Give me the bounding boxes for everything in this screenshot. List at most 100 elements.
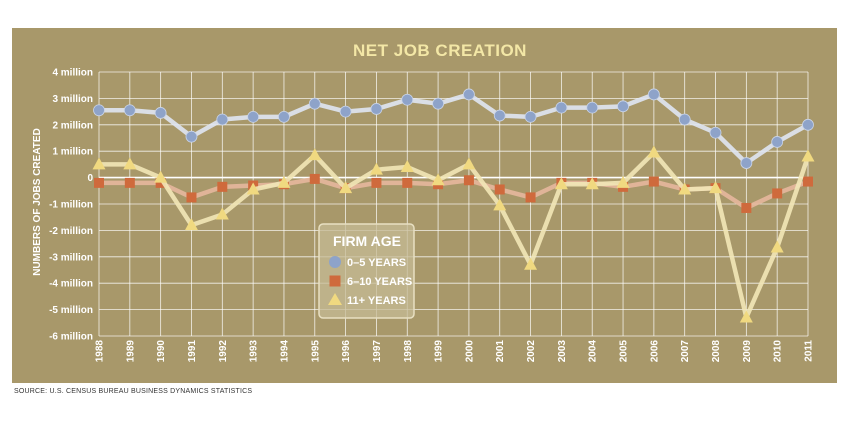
data-point	[771, 136, 784, 148]
data-point	[246, 182, 260, 195]
data-point	[370, 103, 383, 115]
legend-box	[318, 223, 415, 319]
data-point	[586, 101, 599, 114]
data-point	[494, 184, 505, 195]
data-point	[309, 173, 320, 184]
x-tick-label: 2002	[526, 340, 537, 363]
data-point	[402, 177, 413, 188]
x-tick-label: 2009	[742, 340, 753, 363]
x-tick-label: 2008	[711, 340, 722, 363]
data-point	[154, 170, 168, 183]
series-3	[92, 145, 815, 323]
x-tick-label: 2001	[495, 340, 506, 363]
data-point	[432, 97, 444, 110]
data-series	[92, 88, 815, 323]
y-tick-label: 2 million	[52, 120, 93, 131]
data-point	[308, 97, 321, 110]
data-point	[431, 173, 445, 186]
data-point	[277, 175, 291, 188]
data-point	[803, 176, 813, 187]
legend-label: 0–5 YEARS	[347, 257, 406, 269]
data-point	[93, 104, 105, 117]
data-point	[94, 177, 104, 188]
y-tick-label: -4 million	[49, 279, 93, 290]
data-point	[585, 177, 599, 190]
data-point	[740, 157, 753, 169]
x-tick-label: 1994	[279, 340, 290, 363]
y-tick-label: 0	[87, 173, 93, 184]
x-tick-label: 1993	[249, 340, 260, 363]
x-tick-label: 1995	[310, 340, 321, 363]
data-point	[493, 109, 506, 122]
data-point	[802, 118, 814, 131]
data-point	[772, 188, 783, 199]
grid-lines	[98, 71, 809, 337]
data-point	[555, 101, 568, 114]
data-point	[339, 105, 352, 118]
y-axis-label: NUMBERS OF JOBS CREATED	[32, 128, 43, 276]
x-tick-label: 1990	[156, 340, 167, 363]
data-point	[216, 113, 229, 126]
series-1	[93, 88, 814, 169]
y-tick-label: -1 million	[49, 200, 93, 211]
x-tick-label: 2005	[619, 340, 630, 363]
data-point	[554, 177, 568, 190]
series-line-1	[99, 92, 810, 166]
series-line-3	[99, 150, 811, 320]
data-point	[186, 192, 197, 203]
data-point	[247, 110, 260, 123]
chart-panel	[12, 28, 837, 383]
data-point	[739, 310, 753, 323]
data-point	[184, 218, 198, 231]
legend-label: 11+ YEARS	[347, 295, 406, 307]
data-point	[401, 93, 414, 106]
legend-marker-square	[329, 275, 341, 287]
x-tick-label: 2000	[464, 340, 475, 363]
data-point	[648, 176, 659, 187]
data-point	[525, 192, 536, 203]
data-point	[709, 126, 722, 139]
x-tick-label: 2003	[557, 340, 568, 363]
data-point	[462, 157, 476, 170]
data-point	[278, 110, 290, 123]
x-tick-label: 2004	[588, 340, 599, 363]
x-tick-label: 1999	[434, 340, 445, 363]
data-point	[463, 88, 475, 101]
data-point	[123, 104, 136, 117]
data-point	[524, 257, 538, 270]
legend-marker-triangle	[328, 293, 342, 305]
x-tick-label: 1997	[372, 340, 383, 363]
y-tick-label: -6 million	[49, 332, 93, 343]
data-point	[371, 177, 382, 188]
data-point	[217, 181, 228, 192]
data-point	[647, 88, 660, 101]
data-point	[493, 198, 507, 211]
x-tick-label: 2010	[773, 340, 784, 363]
data-point	[709, 181, 723, 194]
x-tick-label: 2011	[804, 340, 815, 362]
data-point	[678, 113, 691, 126]
legend: FIRM AGE 0–5 YEARS 6–10 YEARS 11+ YEARS	[318, 223, 415, 319]
data-point	[647, 145, 661, 158]
data-point	[770, 240, 784, 253]
data-point	[185, 130, 198, 143]
chart-title: NET JOB CREATION	[353, 41, 527, 60]
data-point	[124, 177, 135, 188]
axis-tick-labels: 4 million 3 million 2 million 1 million 0 -1 …	[49, 68, 814, 363]
legend-marker-circle	[329, 256, 341, 268]
data-point	[308, 148, 322, 161]
data-point	[215, 207, 229, 220]
y-tick-label: 4 million	[52, 68, 93, 79]
data-point	[801, 149, 815, 162]
legend-title: FIRM AGE	[333, 233, 401, 249]
data-point	[155, 177, 166, 188]
data-point	[741, 202, 752, 213]
y-tick-label: 3 million	[52, 94, 93, 105]
data-point	[463, 175, 474, 186]
data-point	[154, 107, 167, 119]
data-point	[616, 175, 630, 188]
x-tick-label: 1991	[187, 340, 198, 363]
data-point	[678, 182, 692, 195]
data-point	[369, 162, 383, 175]
